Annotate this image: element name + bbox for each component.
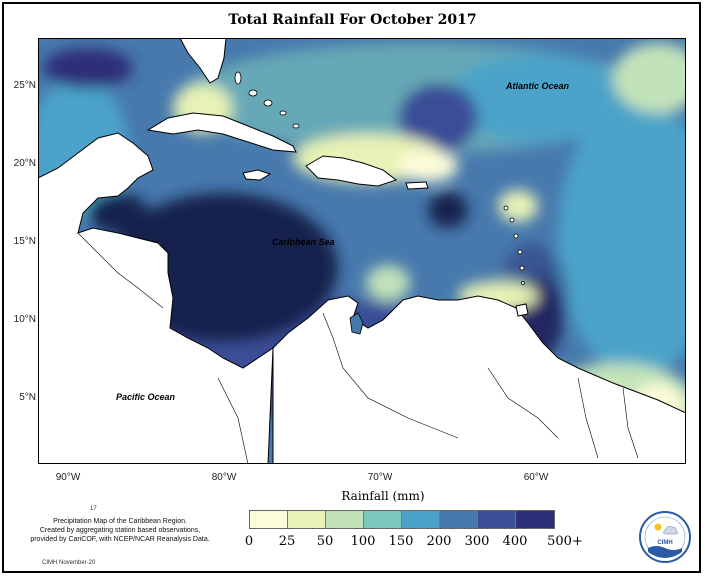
legend-break-label: 25 bbox=[278, 534, 296, 549]
y-tick-10n: 10°N bbox=[13, 314, 36, 325]
map-border bbox=[38, 38, 686, 464]
caption-line-2: Created by aggregating station based obs… bbox=[39, 527, 201, 534]
legend-swatch bbox=[440, 511, 478, 528]
field-0-hispaniola bbox=[398, 150, 458, 182]
x-tick-90w: 90°W bbox=[55, 472, 81, 483]
field-50-lesser-antilles bbox=[498, 190, 538, 222]
x-tick-70w: 70°W bbox=[367, 472, 393, 483]
atlantic-ocean-label: Atlantic Ocean bbox=[506, 81, 570, 91]
legend-swatch bbox=[326, 511, 364, 528]
map-caption: Precipitation Map of the Caribbean Regio… bbox=[10, 517, 230, 544]
lake-maracaibo bbox=[349, 312, 364, 335]
legend-break-label: 500+ bbox=[547, 534, 583, 549]
x-tick-60w: 60°W bbox=[523, 472, 549, 483]
y-tick-15n: 15°N bbox=[13, 236, 36, 247]
rainfall-map bbox=[38, 38, 686, 464]
y-tick-25n: 25°N bbox=[13, 80, 36, 91]
hispaniola-land bbox=[305, 155, 398, 187]
field-300-mid bbox=[398, 83, 478, 153]
legend-break-label: 200 bbox=[426, 534, 452, 549]
y-tick-5n: 5°N bbox=[19, 392, 36, 403]
wave-icon bbox=[648, 546, 682, 558]
pacific-ocean-label: Pacific Ocean bbox=[116, 392, 176, 402]
country-borders bbox=[77, 232, 639, 464]
bahamas-islands bbox=[234, 71, 300, 129]
legend-title: Rainfall (mm) bbox=[341, 489, 425, 503]
map-title: Total Rainfall For October 2017 bbox=[228, 12, 477, 28]
field-100-ne bbox=[613, 43, 686, 113]
legend-break-label: 400 bbox=[502, 534, 528, 549]
logo-text: CIMH bbox=[657, 540, 672, 546]
legend-break-label: 100 bbox=[350, 534, 376, 549]
field-500-east-island bbox=[428, 192, 468, 228]
legend-swatch bbox=[250, 511, 288, 528]
caption-line-1: Precipitation Map of the Caribbean Regio… bbox=[53, 518, 187, 525]
caption-number: 17 bbox=[90, 506, 97, 512]
legend-break-label: 300 bbox=[464, 534, 490, 549]
cimh-logo: CIMH bbox=[639, 511, 691, 563]
jamaica-land bbox=[242, 169, 272, 181]
lesser-antilles-islands bbox=[503, 205, 525, 285]
florida-land bbox=[179, 38, 227, 84]
x-tick-80w: 80°W bbox=[211, 472, 237, 483]
legend-break-label: 0 bbox=[244, 534, 254, 549]
caribbean-sea-label: Caribbean Sea bbox=[272, 237, 335, 247]
puerto-rico-land bbox=[405, 181, 429, 190]
legend-break-label: 50 bbox=[316, 534, 334, 549]
trinidad-land bbox=[515, 303, 529, 317]
legend-swatch bbox=[478, 511, 516, 528]
legend-swatch bbox=[364, 511, 402, 528]
field-150-atlantic bbox=[448, 53, 628, 143]
legend-colorbar bbox=[249, 510, 555, 529]
central-america-land bbox=[38, 132, 274, 464]
cloud-icon bbox=[663, 526, 679, 535]
field-50-venezuela bbox=[366, 265, 410, 301]
cuba-land bbox=[146, 112, 297, 153]
field-400-gulf bbox=[43, 48, 133, 88]
legend-break-label: 150 bbox=[388, 534, 414, 549]
footer-credit: CIMH November-20 bbox=[42, 560, 96, 566]
legend-swatch bbox=[288, 511, 326, 528]
caption-line-3: provided by CariCOF, with NCEP/NCAR Rean… bbox=[30, 536, 210, 543]
legend-swatch bbox=[516, 511, 554, 528]
sun-icon bbox=[654, 523, 662, 531]
y-tick-20n: 20°N bbox=[13, 158, 36, 169]
south-america-land bbox=[272, 295, 686, 464]
field-150-east bbox=[558, 98, 686, 378]
field-500-honduras bbox=[88, 193, 148, 233]
legend-swatch bbox=[402, 511, 440, 528]
